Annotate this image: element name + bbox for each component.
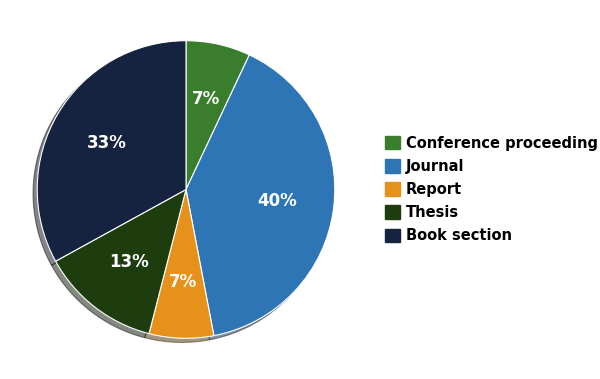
Text: 40%: 40% (257, 192, 298, 210)
Wedge shape (56, 190, 186, 334)
Text: 7%: 7% (192, 91, 220, 108)
Wedge shape (186, 55, 335, 336)
Text: 13%: 13% (110, 254, 149, 271)
Wedge shape (186, 41, 250, 190)
Text: 7%: 7% (169, 273, 197, 291)
Wedge shape (37, 41, 186, 261)
Legend: Conference proceeding, Journal, Report, Thesis, Book section: Conference proceeding, Journal, Report, … (379, 130, 600, 249)
Text: 33%: 33% (86, 133, 127, 152)
Wedge shape (149, 190, 214, 338)
